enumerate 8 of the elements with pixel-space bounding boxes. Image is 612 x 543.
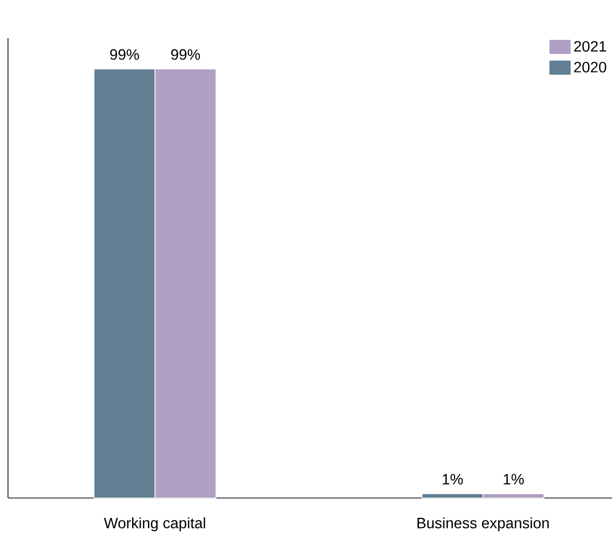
legend-label: 2021 bbox=[574, 41, 606, 52]
data-label: 99% bbox=[171, 49, 200, 60]
x-tick-label: Business expansion bbox=[418, 517, 549, 532]
data-label: 99% bbox=[110, 49, 139, 60]
legend-label: 2020 bbox=[574, 62, 606, 72]
x-tick-label: Working capital bbox=[104, 517, 206, 532]
data-label: 1% bbox=[442, 474, 463, 484]
data-label: 1% bbox=[504, 474, 524, 484]
